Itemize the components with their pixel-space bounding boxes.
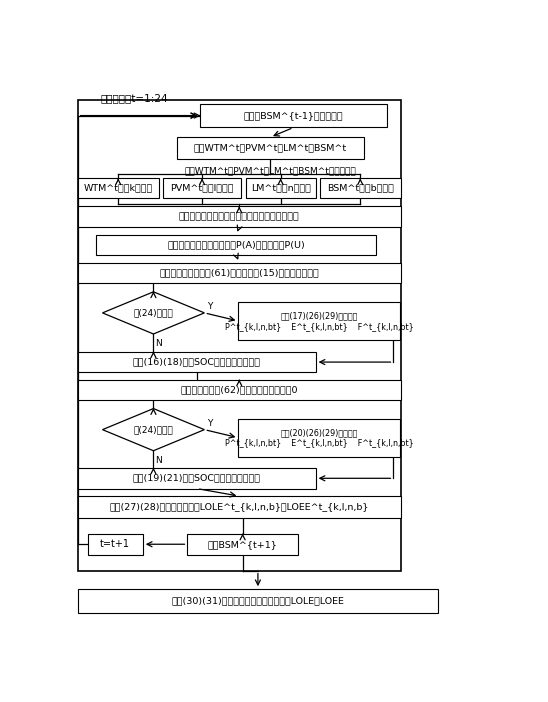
- Bar: [78, 263, 401, 283]
- Bar: [78, 468, 316, 489]
- Text: 蓄电池处于正常工作(61)状态，由式(15)得到充放电功率: 蓄电池处于正常工作(61)状态，由式(15)得到充放电功率: [159, 268, 319, 277]
- Bar: [96, 234, 376, 255]
- Text: Y: Y: [207, 302, 212, 311]
- Text: 计算蓄电池的正常工作概率P(A)和故障概率P(U): 计算蓄电池的正常工作概率P(A)和故障概率P(U): [167, 240, 305, 249]
- Text: N: N: [155, 456, 162, 465]
- Bar: [246, 178, 316, 198]
- Bar: [78, 178, 158, 198]
- Text: 蓄电池处于故障(62)状态，充放电功率为0: 蓄电池处于故障(62)状态，充放电功率为0: [180, 385, 298, 395]
- Bar: [187, 534, 298, 555]
- Text: t=t+1: t=t+1: [100, 539, 130, 549]
- Text: 由式(30)(31)计算系统全年的可靠性指标LOLE和LOEE: 由式(30)(31)计算系统全年的可靠性指标LOLE和LOEE: [172, 597, 344, 606]
- Bar: [163, 178, 241, 198]
- Text: 由式(17)(26)(29)分别计算
P^t_{k,l,n,bt}    E^t_{k,l,n,bt}    F^t_{k,l,n,bt}: 由式(17)(26)(29)分别计算 P^t_{k,l,n,bt} E^t_{k…: [225, 311, 413, 331]
- Bar: [78, 496, 401, 518]
- Bar: [78, 100, 401, 571]
- Text: BSM^t的第b个状态: BSM^t的第b个状态: [327, 183, 393, 192]
- Text: 由式(20)(26)(29)分别计算
P^t_{k,l,n,bt}    E^t_{k,l,n,bt}    F^t_{k,l,n,bt}: 由式(20)(26)(29)分别计算 P^t_{k,l,n,bt} E^t_{k…: [225, 428, 413, 447]
- Bar: [78, 206, 401, 227]
- Text: 输入WTM^t、PVM^t、LM^t和BSM^t: 输入WTM^t、PVM^t、LM^t和BSM^t: [193, 143, 347, 152]
- Text: 由式(27)(28)计算该状态下的LOLE^t_{k,l,n,b}和LOEE^t_{k,l,n,b}: 由式(27)(28)计算该状态下的LOLE^t_{k,l,n,b}和LOEE^t…: [110, 503, 369, 512]
- Text: LM^t的第n个状态: LM^t的第n个状态: [250, 183, 311, 192]
- Polygon shape: [102, 409, 204, 451]
- Bar: [78, 589, 438, 613]
- Bar: [320, 178, 401, 198]
- Polygon shape: [102, 292, 204, 334]
- Bar: [78, 380, 401, 400]
- Bar: [78, 352, 316, 372]
- Text: N: N: [155, 339, 162, 348]
- Text: 由式(16)(18)更新SOC状态及其概率分布: 由式(16)(18)更新SOC状态及其概率分布: [133, 357, 261, 366]
- Bar: [200, 104, 387, 128]
- Text: 初始化BSM^{t-1}的概率分布: 初始化BSM^{t-1}的概率分布: [244, 111, 344, 120]
- Bar: [177, 137, 364, 159]
- Bar: [88, 534, 143, 555]
- Bar: [238, 419, 399, 457]
- Text: Y: Y: [207, 418, 212, 428]
- Text: 遍历WTM^t、PVM^t、LM^t和BSM^t的所有组合: 遍历WTM^t、PVM^t、LM^t和BSM^t的所有组合: [184, 166, 356, 176]
- Text: PVM^t的第l个状态: PVM^t的第l个状态: [170, 183, 234, 192]
- Text: 式(24)成立？: 式(24)成立？: [134, 308, 173, 317]
- Text: 输出BSM^{t+1}: 输出BSM^{t+1}: [208, 540, 277, 549]
- Text: 读取该状态下的风机出力、光伏出力及负荷水平: 读取该状态下的风机出力、光伏出力及负荷水平: [179, 212, 300, 221]
- Bar: [238, 302, 399, 340]
- Text: WTM^t的第k个状态: WTM^t的第k个状态: [83, 183, 153, 192]
- Text: 式(24)成立？: 式(24)成立？: [134, 425, 173, 434]
- Text: 由式(19)(21)更新SOC状态及其概率分布: 由式(19)(21)更新SOC状态及其概率分布: [133, 474, 261, 483]
- Text: 对典型日，t=1:24: 对典型日，t=1:24: [100, 93, 168, 102]
